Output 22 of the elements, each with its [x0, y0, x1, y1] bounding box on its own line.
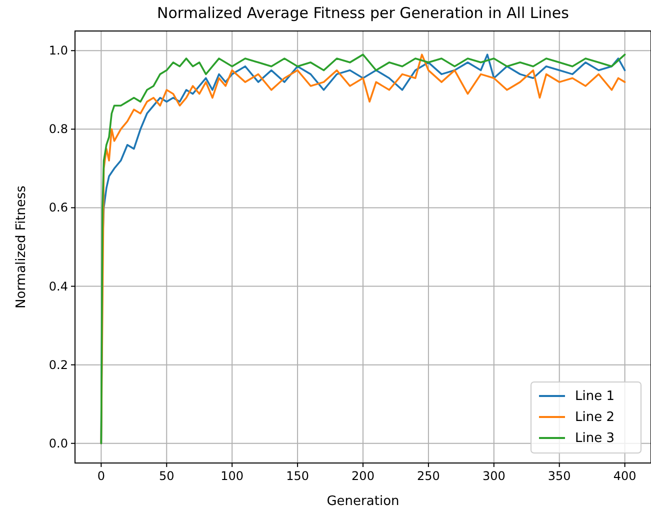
- x-tick-label: 0: [97, 469, 105, 483]
- y-tick-label: 0.2: [48, 358, 68, 372]
- y-tick-label: 0.8: [48, 122, 68, 136]
- chart-title: Normalized Average Fitness per Generation in All Lines: [157, 4, 570, 22]
- x-tick-label: 300: [482, 469, 506, 483]
- y-tick-label: 1.0: [48, 44, 68, 58]
- x-tick-label: 150: [286, 469, 309, 483]
- x-tick-label: 350: [548, 469, 571, 483]
- x-tick-label: 400: [613, 469, 636, 483]
- legend-label: Line 1: [575, 389, 614, 404]
- legend-label: Line 2: [575, 410, 614, 425]
- y-tick-label: 0.4: [48, 279, 68, 294]
- y-tick-label: 0.6: [48, 200, 68, 215]
- y-tick-label: 0.0: [48, 436, 68, 450]
- x-tick-label: 100: [220, 469, 244, 483]
- line-series: [100, 54, 626, 444]
- legend-label: Line 3: [575, 431, 614, 446]
- x-tick-label: 250: [417, 469, 440, 483]
- x-tick-label: 200: [352, 469, 374, 483]
- x-axis-title: Generation: [326, 494, 400, 509]
- y-axis-title: Normalized Fitness: [14, 185, 29, 308]
- x-tick-label: 50: [158, 469, 174, 483]
